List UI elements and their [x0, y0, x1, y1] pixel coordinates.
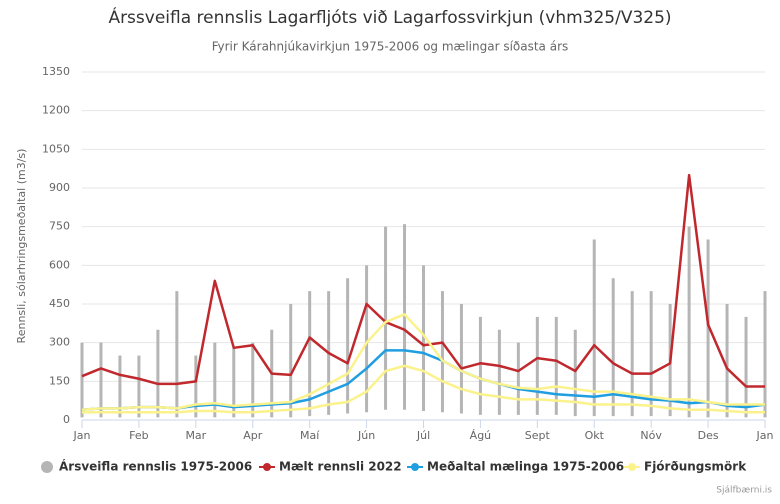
x-tick-label: Mar — [185, 429, 206, 442]
chart-title: Árssveifla rennslis Lagarfljóts við Laga… — [108, 6, 671, 28]
x-tick-label: Sept — [525, 429, 551, 442]
x-tick-label: Okt — [585, 429, 605, 442]
y-tick-label: 600 — [49, 258, 70, 271]
legend-symbol — [628, 463, 636, 471]
series-line — [81, 349, 766, 411]
legend-symbol — [263, 463, 271, 471]
y-axis-label: Rennsli, sólarhringsmeðaltal (m3/s) — [15, 149, 28, 344]
legend-symbol — [41, 461, 53, 473]
y-tick-label: 1050 — [42, 142, 70, 155]
series-line — [81, 173, 765, 388]
x-tick-label: Ágú — [470, 429, 491, 442]
y-tick-label: 1200 — [42, 104, 70, 117]
x-tick-label: Jan — [756, 429, 774, 442]
chart-subtitle: Fyrir Kárahnjúkavirkjun 1975-2006 og mæl… — [212, 40, 569, 54]
x-tick-label: Des — [698, 429, 719, 442]
y-tick-label: 1350 — [42, 65, 70, 78]
legend-symbol — [411, 463, 419, 471]
legend-label[interactable]: Meðaltal mælinga 1975-2006 — [427, 460, 624, 474]
x-tick-label: Jún — [357, 429, 375, 442]
x-tick-label: Júl — [416, 429, 430, 442]
quartile-high-line — [81, 313, 765, 411]
x-tick-label: Feb — [129, 429, 148, 442]
credit[interactable]: Sjálfbærni.is — [716, 486, 772, 496]
x-tick-label: Apr — [243, 429, 263, 442]
x-tick-label: Nóv — [640, 429, 662, 442]
y-tick-label: 0 — [63, 413, 70, 426]
legend-label[interactable]: Mælt rennsli 2022 — [279, 460, 402, 474]
quartile-low-line — [82, 364, 765, 414]
y-tick-label: 750 — [49, 220, 70, 233]
x-tick-label: Jan — [73, 429, 91, 442]
legend-label[interactable]: Fjórðungsmörk — [644, 460, 747, 474]
y-tick-label: 300 — [49, 336, 70, 349]
y-tick-label: 450 — [49, 297, 70, 310]
y-tick-label: 900 — [49, 181, 70, 194]
legend-label[interactable]: Ársveifla rennslis 1975-2006 — [59, 459, 252, 474]
y-tick-label: 150 — [49, 374, 70, 387]
x-tick-label: Maí — [300, 429, 320, 442]
